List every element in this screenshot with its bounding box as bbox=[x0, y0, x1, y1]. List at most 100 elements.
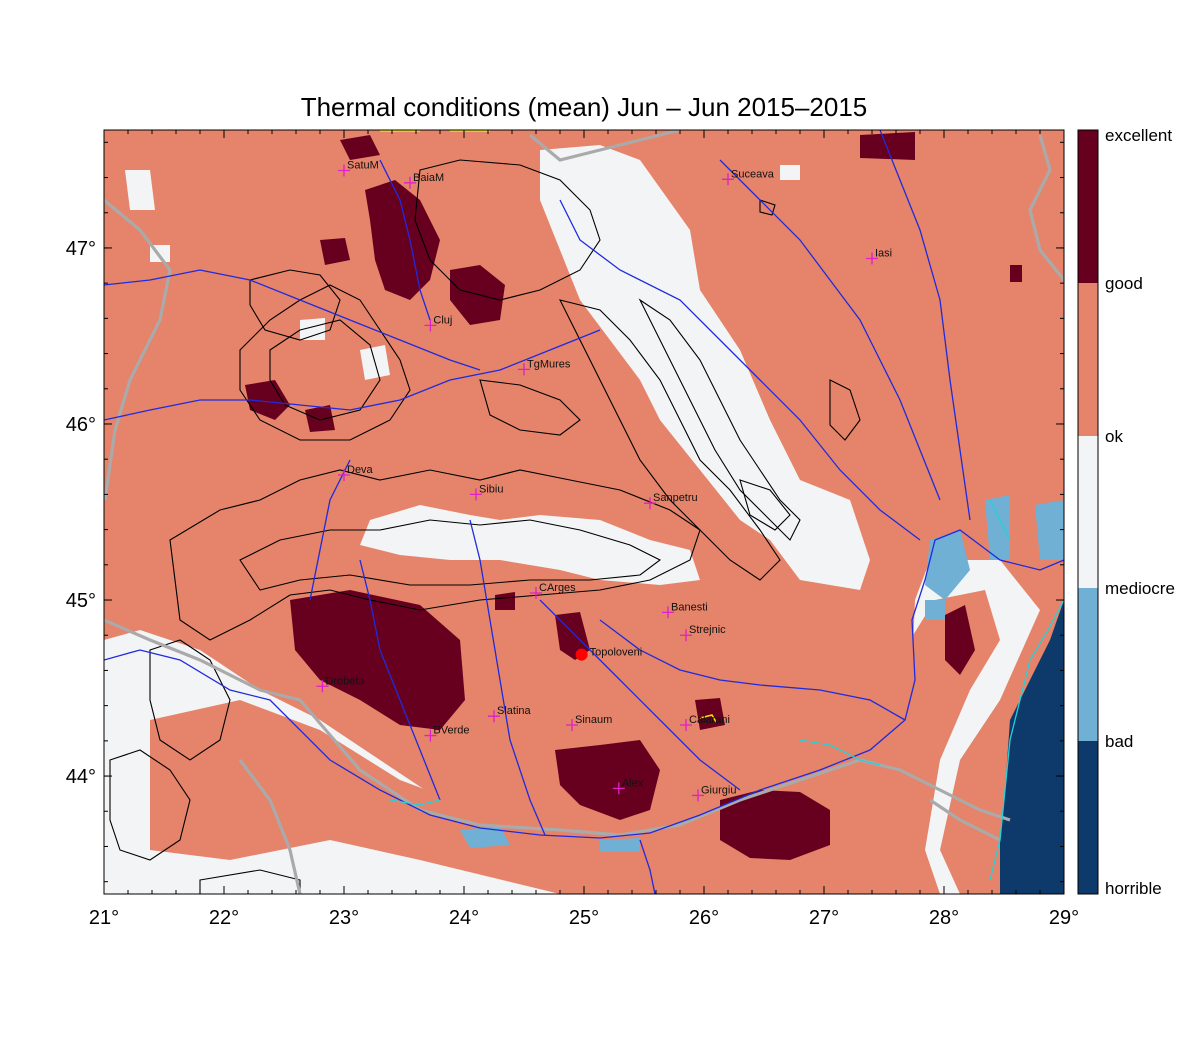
city-cross-marker bbox=[612, 782, 625, 795]
colorbar-mediocre bbox=[1078, 588, 1098, 741]
colorbar-label-good: good bbox=[1105, 274, 1143, 293]
highlight-label: Topoloveni bbox=[590, 647, 643, 659]
city-slatina: Slatina bbox=[488, 705, 532, 723]
city-cross-marker bbox=[680, 629, 692, 642]
city-sibiu: Sibiu bbox=[470, 483, 503, 501]
city-label: Suceava bbox=[731, 168, 775, 180]
city-label: Sanpetru bbox=[653, 492, 698, 504]
highlight-dot bbox=[575, 648, 588, 661]
city-suceava: Suceava bbox=[722, 168, 775, 186]
city-label: Giurgiu bbox=[701, 784, 736, 796]
city-cross-marker bbox=[866, 252, 878, 265]
city-label: Drobeta bbox=[325, 675, 365, 687]
x-tick-label: 28° bbox=[929, 907, 959, 929]
city-label: TgMures bbox=[527, 358, 571, 370]
x-tick-label: 21° bbox=[89, 907, 119, 929]
city-drobeta: Drobeta bbox=[316, 675, 365, 693]
city-cross-marker bbox=[424, 319, 437, 332]
axis-ticks bbox=[103, 130, 1065, 894]
city-cross-marker bbox=[316, 680, 329, 693]
city-tgmures: TgMures bbox=[518, 358, 571, 376]
city-sinaum: Sinaum bbox=[566, 714, 612, 732]
city-label: Iasi bbox=[875, 248, 892, 260]
city-cross-marker bbox=[470, 488, 482, 501]
city-satum: SatuM bbox=[338, 159, 379, 177]
x-tick-label: 23° bbox=[329, 907, 359, 929]
colorbar-excellent bbox=[1078, 130, 1098, 283]
city-cross-marker bbox=[338, 469, 350, 482]
city-bverde: BVerde bbox=[424, 725, 469, 742]
colorbar-label-ok: ok bbox=[1105, 427, 1123, 446]
y-tick-label: 46° bbox=[66, 414, 96, 436]
colorbar-label-horrible: horrible bbox=[1105, 879, 1162, 898]
city-giurgiu: Giurgiu bbox=[692, 784, 736, 802]
city-strejnic: Strejnic bbox=[680, 624, 726, 642]
coastline bbox=[389, 499, 1064, 881]
rivers bbox=[104, 130, 1064, 894]
city-markers: SatuM BaiaM Suceava Iasi Cluj TgMures Deva Sibi… bbox=[316, 159, 892, 802]
colorbar-label-bad: bad bbox=[1105, 732, 1133, 751]
city-alex: Alex bbox=[612, 777, 644, 795]
colorbar-ok bbox=[1078, 436, 1098, 588]
colorbar-horrible bbox=[1078, 741, 1098, 894]
x-tick-label: 25° bbox=[569, 907, 599, 929]
ok-area-north bbox=[125, 170, 155, 210]
city-label: Sinaum bbox=[575, 714, 612, 726]
x-tick-label: 26° bbox=[689, 907, 719, 929]
city-label: Calarani bbox=[689, 714, 730, 726]
city-cross-marker bbox=[680, 719, 692, 732]
colorbar-frame bbox=[1077, 129, 1099, 895]
city-banesti: Banesti bbox=[662, 601, 708, 619]
city-cluj: Cluj bbox=[424, 314, 452, 332]
city-deva: Deva bbox=[338, 464, 374, 482]
x-tick-label: 27° bbox=[809, 907, 839, 929]
city-label: Strejnic bbox=[689, 624, 726, 636]
city-label: BVerde bbox=[433, 725, 469, 737]
city-label: Sibiu bbox=[479, 483, 503, 495]
city-carges: CArges bbox=[530, 582, 576, 599]
city-cross-marker bbox=[530, 586, 542, 599]
horrible-class-sea bbox=[1000, 600, 1064, 894]
colorbar-label-mediocre: mediocre bbox=[1105, 579, 1175, 598]
city-cross-marker bbox=[644, 497, 656, 510]
colorbar: excellent good ok mediocre bad horrible bbox=[1077, 126, 1175, 898]
city-label: Banesti bbox=[671, 601, 708, 613]
city-label: BaiaM bbox=[413, 172, 444, 184]
city-iasi: Iasi bbox=[866, 248, 892, 265]
highlight-location: Topoloveni bbox=[575, 647, 643, 661]
city-label: Deva bbox=[347, 464, 374, 476]
map-title: Thermal conditions (mean) Jun – Jun 2015… bbox=[300, 92, 868, 122]
city-label: Cluj bbox=[433, 314, 452, 326]
ok-area-misc2 bbox=[300, 318, 325, 340]
x-tick-label: 29° bbox=[1049, 907, 1079, 929]
city-label: CArges bbox=[539, 582, 576, 594]
city-sanpetru: Sanpetru bbox=[644, 492, 698, 510]
map-layer bbox=[104, 130, 1064, 894]
city-cross-marker bbox=[404, 176, 416, 189]
x-axis-tick-labels: 21° 22° 23° 24° 25° 26° 27° 28° 29° bbox=[89, 907, 1079, 929]
y-tick-label: 45° bbox=[66, 590, 96, 612]
city-cross-marker bbox=[424, 729, 437, 742]
city-cross-marker bbox=[566, 719, 578, 732]
y-axis-tick-labels: 47° 46° 45° 44° bbox=[66, 238, 96, 788]
city-cross-marker bbox=[488, 710, 500, 723]
city-cross-marker bbox=[662, 606, 674, 619]
mediocre-class-areas bbox=[460, 495, 1064, 852]
city-baiam: BaiaM bbox=[404, 172, 444, 189]
x-tick-label: 22° bbox=[209, 907, 239, 929]
city-cross-marker bbox=[338, 164, 350, 177]
x-tick-label: 24° bbox=[449, 907, 479, 929]
city-cross-marker bbox=[518, 363, 530, 376]
y-tick-label: 47° bbox=[66, 238, 96, 260]
ok-area-south-carpathians bbox=[360, 505, 700, 585]
city-label: Alex bbox=[622, 777, 644, 789]
y-tick-label: 44° bbox=[66, 766, 96, 788]
ok-area-misc3 bbox=[780, 165, 800, 180]
city-label: SatuM bbox=[347, 159, 379, 171]
ok-area-maramures bbox=[580, 230, 660, 280]
city-calarani: Calarani bbox=[680, 714, 730, 732]
city-label: Slatina bbox=[497, 705, 532, 717]
city-cross-marker bbox=[692, 789, 704, 802]
excellent-class-areas bbox=[245, 132, 1022, 860]
